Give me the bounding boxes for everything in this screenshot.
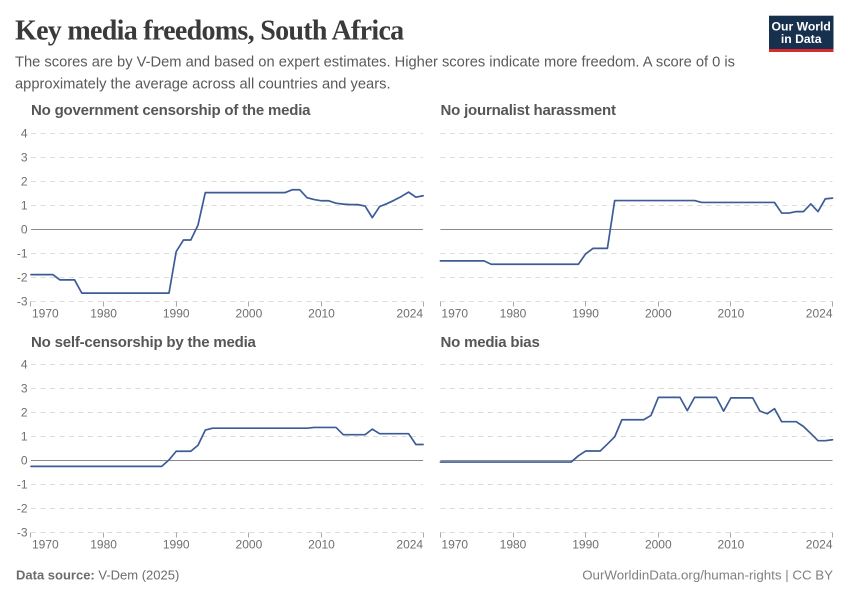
svg-text:3: 3 [21, 382, 28, 396]
svg-text:2024: 2024 [806, 306, 833, 320]
svg-text:1990: 1990 [572, 306, 599, 320]
svg-text:2024: 2024 [396, 306, 423, 320]
svg-text:1970: 1970 [441, 306, 468, 320]
svg-text:Our World: Our World [772, 20, 831, 34]
svg-text:1990: 1990 [163, 306, 190, 320]
svg-text:The scores are by V-Dem and ba: The scores are by V-Dem and based on exp… [15, 55, 735, 71]
svg-text:2000: 2000 [236, 537, 263, 551]
svg-text:1980: 1980 [500, 306, 527, 320]
svg-text:1970: 1970 [32, 306, 59, 320]
svg-text:No media bias: No media bias [441, 334, 540, 351]
svg-text:2024: 2024 [396, 537, 423, 551]
svg-text:2000: 2000 [645, 306, 672, 320]
svg-text:1970: 1970 [441, 537, 468, 551]
svg-text:1970: 1970 [32, 537, 59, 551]
svg-text:1990: 1990 [163, 537, 190, 551]
svg-text:No government censorship of th: No government censorship of the media [31, 102, 311, 119]
svg-text:2000: 2000 [236, 306, 263, 320]
svg-text:3: 3 [21, 151, 28, 165]
svg-text:No journalist harassment: No journalist harassment [441, 102, 616, 119]
svg-text:0: 0 [21, 454, 28, 468]
svg-text:2024: 2024 [806, 537, 833, 551]
svg-text:2010: 2010 [308, 537, 335, 551]
svg-text:4: 4 [21, 127, 28, 141]
svg-text:approximately the average acro: approximately the average across all cou… [15, 77, 391, 93]
svg-text:1990: 1990 [572, 537, 599, 551]
svg-text:2010: 2010 [308, 306, 335, 320]
svg-text:in Data: in Data [781, 32, 822, 46]
svg-text:1980: 1980 [90, 306, 117, 320]
svg-text:-1: -1 [17, 247, 28, 261]
svg-text:-3: -3 [17, 295, 28, 309]
svg-text:4: 4 [21, 358, 28, 372]
svg-text:2: 2 [21, 175, 28, 189]
svg-text:1: 1 [21, 430, 28, 444]
svg-text:Key media freedoms, South Afri: Key media freedoms, South Africa [15, 15, 404, 46]
svg-text:2: 2 [21, 406, 28, 420]
svg-text:2010: 2010 [718, 306, 745, 320]
svg-text:1980: 1980 [90, 537, 117, 551]
svg-text:2000: 2000 [645, 537, 672, 551]
svg-text:-3: -3 [17, 526, 28, 540]
svg-text:-2: -2 [17, 502, 28, 516]
svg-text:No self-censorship by the medi: No self-censorship by the media [31, 334, 257, 351]
svg-text:Data source: V-Dem (2025): Data source: V-Dem (2025) [16, 568, 179, 583]
svg-text:1980: 1980 [500, 537, 527, 551]
svg-text:1: 1 [21, 199, 28, 213]
svg-text:0: 0 [21, 223, 28, 237]
svg-text:-1: -1 [17, 478, 28, 492]
svg-text:-2: -2 [17, 271, 28, 285]
svg-text:OurWorldinData.org/human-right: OurWorldinData.org/human-rights | CC BY [582, 568, 833, 583]
svg-text:2010: 2010 [718, 537, 745, 551]
